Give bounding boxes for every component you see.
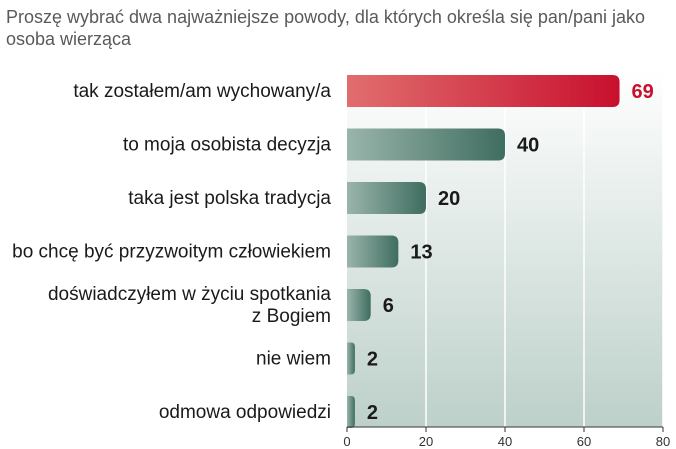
category-label-line: to moja osobista decyzja [123,135,331,156]
category-label-line: z Bogiem [252,306,331,327]
category-label: to moja osobista decyzja [123,135,331,156]
x-tick-label: 0 [343,434,350,449]
bar-highlighted [347,75,620,107]
chart-title: Proszę wybrać dwa najważniejsze powody, … [6,7,645,49]
category-label: tak zostałem/am wychowany/a [73,81,331,102]
category-label-line: doświadczyłem w życiu spotkania [48,284,331,305]
value-label: 6 [383,295,394,317]
x-tick-label: 20 [419,434,433,449]
value-label: 2 [367,402,378,424]
category-label-line: bo chcę być przyzwoitym człowiekiem [12,242,331,263]
value-labels: 69 40 20 13 6 2 2 [367,81,654,424]
x-tick-label: 80 [656,434,670,449]
bars [347,75,620,428]
bar [347,342,355,375]
category-label-line: odmowa odpowiedzi [159,402,331,423]
category-label: doświadczyłem w życiu spotkania z Bogiem [48,284,331,327]
category-label-line: taka jest polska tradycja [128,188,331,209]
x-axis: 0 20 40 60 80 [343,426,670,449]
value-label: 20 [438,188,460,210]
category-label-line: nie wiem [256,349,331,370]
category-label-line: tak zostałem/am wychowany/a [73,81,331,102]
category-label: bo chcę być przyzwoitym człowiekiem [12,242,331,263]
bar [347,396,355,428]
bar [347,289,371,321]
x-tick-label: 40 [498,434,512,449]
bar [347,182,426,214]
value-label: 40 [517,135,539,157]
category-label: nie wiem [256,349,331,370]
value-label: 2 [367,349,378,371]
category-labels: tak zostałem/am wychowany/a to moja osobi… [12,81,331,423]
category-label: odmowa odpowiedzi [159,402,331,423]
bar [347,235,399,268]
value-label: 13 [410,242,432,264]
value-label: 69 [632,81,654,103]
x-tick-label: 60 [577,434,591,449]
category-label: taka jest polska tradycja [128,188,331,209]
bar [347,128,505,161]
